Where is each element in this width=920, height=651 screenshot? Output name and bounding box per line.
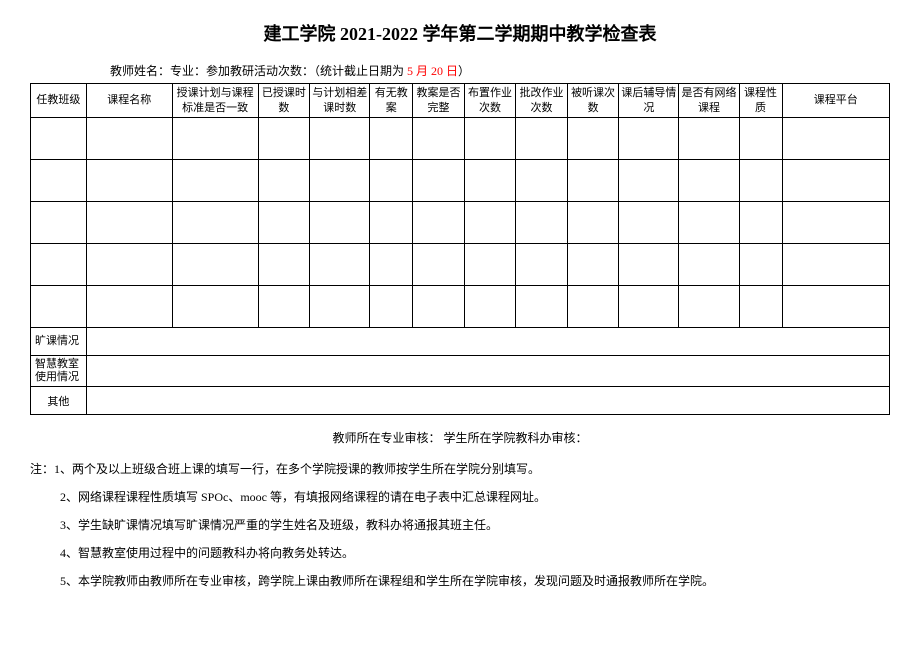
header-col-8: 布置作业次数 bbox=[464, 84, 516, 118]
note-item-1: 注：1、两个及以上班级合班上课的填写一行，在多个学院授课的教师按学生所在学院分别… bbox=[30, 460, 890, 478]
absence-value bbox=[86, 328, 889, 356]
header-col-13: 课程性质 bbox=[739, 84, 782, 118]
absence-label: 旷课情况 bbox=[31, 328, 87, 356]
header-col-9: 批改作业次数 bbox=[516, 84, 568, 118]
notes-prefix: 注： bbox=[30, 462, 54, 476]
header-col-2: 课程名称 bbox=[86, 84, 172, 118]
header-col-1: 任教班级 bbox=[31, 84, 87, 118]
smart-classroom-value bbox=[86, 356, 889, 387]
info-date: 5 月 20 日 bbox=[404, 64, 458, 78]
note-item-4: 4、智慧教室使用过程中的问题教科办将向教务处转达。 bbox=[30, 544, 890, 562]
absence-row: 旷课情况 bbox=[31, 328, 890, 356]
info-prefix: 教师姓名：专业：参加教研活动次数：（统计截止日期为 bbox=[110, 64, 404, 78]
header-col-6: 有无教案 bbox=[370, 84, 413, 118]
note-item-2: 2、网络课程课程性质填写 SPOc、mooc 等，有填报网络课程的请在电子表中汇… bbox=[30, 488, 890, 506]
smart-classroom-label: 智慧教室使用情况 bbox=[31, 356, 87, 387]
note-item-3: 3、学生缺旷课情况填写旷课情况严重的学生姓名及班级，教科办将通报其班主任。 bbox=[30, 516, 890, 534]
other-row: 其他 bbox=[31, 387, 890, 415]
note-2-text: 2、网络课程课程性质填写 SPOc、mooc 等，有填报网络课程的请在电子表中汇… bbox=[60, 490, 546, 504]
header-col-14: 课程平台 bbox=[782, 84, 889, 118]
header-col-10: 被听课次数 bbox=[567, 84, 619, 118]
header-col-4: 已授课时数 bbox=[258, 84, 310, 118]
other-label: 其他 bbox=[31, 387, 87, 415]
header-col-12: 是否有网络课程 bbox=[679, 84, 739, 118]
header-col-7: 教案是否完整 bbox=[413, 84, 465, 118]
table-row bbox=[31, 244, 890, 286]
table-row bbox=[31, 160, 890, 202]
note-3-text: 3、学生缺旷课情况填写旷课情况严重的学生姓名及班级，教科办将通报其班主任。 bbox=[60, 518, 498, 532]
teacher-info-line: 教师姓名：专业：参加教研活动次数：（统计截止日期为 5 月 20 日） bbox=[110, 62, 890, 79]
note-1-text: 1、两个及以上班级合班上课的填写一行，在多个学院授课的教师按学生所在学院分别填写… bbox=[54, 462, 540, 476]
table-row bbox=[31, 202, 890, 244]
table-row bbox=[31, 118, 890, 160]
table-row bbox=[31, 286, 890, 328]
notes-section: 注：1、两个及以上班级合班上课的填写一行，在多个学院授课的教师按学生所在学院分别… bbox=[30, 460, 890, 590]
header-col-11: 课后辅导情况 bbox=[619, 84, 679, 118]
header-col-5: 与计划相差课时数 bbox=[310, 84, 370, 118]
inspection-table: 任教班级 课程名称 授课计划与课程标准是否一致 已授课时数 与计划相差课时数 有… bbox=[30, 83, 890, 415]
info-suffix: ） bbox=[458, 64, 470, 78]
note-5-text: 5、本学院教师由教师所在专业审核，跨学院上课由教师所在课程组和学生所在学院审核，… bbox=[60, 574, 714, 588]
smart-classroom-row: 智慧教室使用情况 bbox=[31, 356, 890, 387]
note-4-text: 4、智慧教室使用过程中的问题教科办将向教务处转达。 bbox=[60, 546, 354, 560]
table-header-row: 任教班级 课程名称 授课计划与课程标准是否一致 已授课时数 与计划相差课时数 有… bbox=[31, 84, 890, 118]
page-title: 建工学院 2021-2022 学年第二学期期中教学检查表 bbox=[30, 20, 890, 46]
signature-line: 教师所在专业审核： 学生所在学院教科办审核： bbox=[30, 429, 890, 446]
note-item-5: 5、本学院教师由教师所在专业审核，跨学院上课由教师所在课程组和学生所在学院审核，… bbox=[30, 572, 890, 590]
header-col-3: 授课计划与课程标准是否一致 bbox=[172, 84, 258, 118]
other-value bbox=[86, 387, 889, 415]
